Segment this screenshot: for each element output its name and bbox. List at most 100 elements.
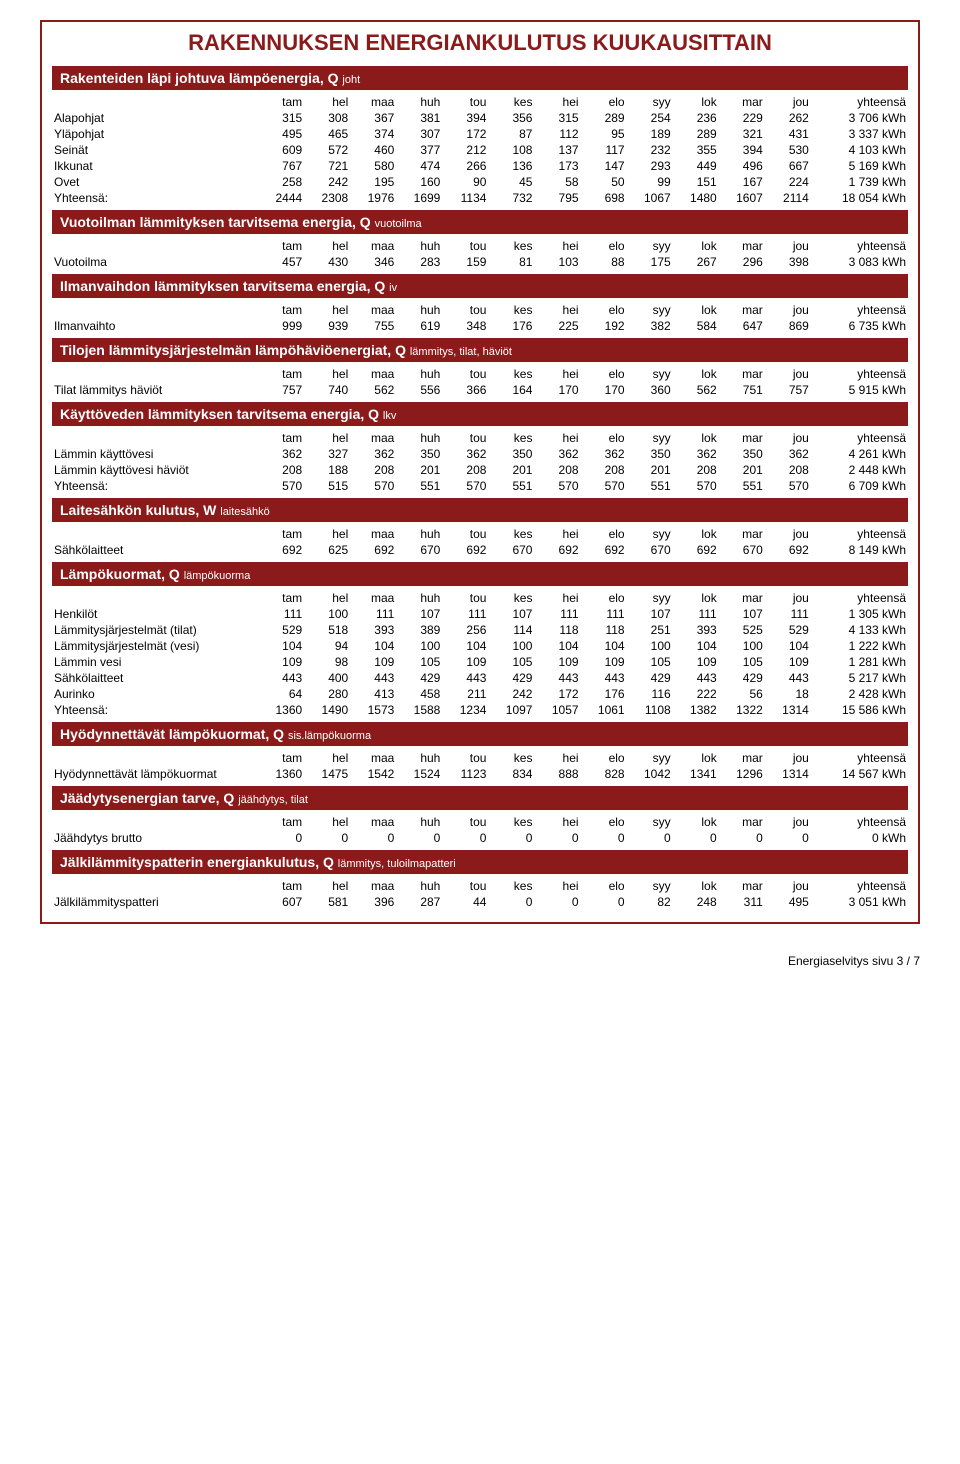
data-table: tamhelmaahuhtoukesheielosyylokmarjouyhte… <box>52 814 908 846</box>
month-header: jou <box>765 526 811 542</box>
section-header: Laitesähkön kulutus, W laitesähkö <box>52 498 908 522</box>
section-title-main: Jälkilämmityspatterin energiankulutus, Q <box>60 854 338 870</box>
month-header: tou <box>442 238 488 254</box>
cell-value: 556 <box>396 382 442 398</box>
cell-value: 356 <box>488 110 534 126</box>
cell-value: 721 <box>304 158 350 174</box>
cell-value: 236 <box>673 110 719 126</box>
cell-value: 1234 <box>442 702 488 718</box>
cell-value: 98 <box>304 654 350 670</box>
cell-value: 570 <box>581 478 627 494</box>
month-header: hei <box>534 238 580 254</box>
cell-value: 362 <box>350 446 396 462</box>
month-header: mar <box>719 302 765 318</box>
cell-value: 1341 <box>673 766 719 782</box>
month-header: lok <box>673 94 719 110</box>
month-header: jou <box>765 814 811 830</box>
table-header-row: tamhelmaahuhtoukesheielosyylokmarjouyhte… <box>52 430 908 446</box>
cell-value: 107 <box>488 606 534 622</box>
row-total: 3 051 kWh <box>811 894 908 910</box>
section-title-main: Lämpökuormat, Q <box>60 566 184 582</box>
section-title-main: Käyttöveden lämmityksen tarvitsema energ… <box>60 406 383 422</box>
month-header: tam <box>258 590 304 606</box>
table-row: Alapohjat3153083673813943563152892542362… <box>52 110 908 126</box>
cell-value: 211 <box>442 686 488 702</box>
month-header: syy <box>627 590 673 606</box>
month-header: hel <box>304 590 350 606</box>
cell-value: 495 <box>258 126 304 142</box>
row-label: Hyödynnettävät lämpökuormat <box>52 766 258 782</box>
cell-value: 0 <box>581 830 627 846</box>
month-header: hel <box>304 94 350 110</box>
month-header: elo <box>581 238 627 254</box>
cell-value: 429 <box>396 670 442 686</box>
total-header: yhteensä <box>811 302 908 318</box>
month-header: kes <box>488 590 534 606</box>
month-header: maa <box>350 94 396 110</box>
section-title-main: Tilojen lämmitysjärjestelmän lämpöhäviöe… <box>60 342 410 358</box>
row-label: Jälkilämmityspatteri <box>52 894 258 910</box>
cell-value: 619 <box>396 318 442 334</box>
month-header: tou <box>442 814 488 830</box>
header-blank <box>52 302 258 318</box>
cell-value: 609 <box>258 142 304 158</box>
month-header: tou <box>442 366 488 382</box>
cell-value: 0 <box>534 830 580 846</box>
page-title: RAKENNUKSEN ENERGIANKULUTUS KUUKAUSITTAI… <box>52 30 908 56</box>
table-header-row: tamhelmaahuhtoukesheielosyylokmarjouyhte… <box>52 750 908 766</box>
month-header: jou <box>765 590 811 606</box>
cell-value: 100 <box>396 638 442 654</box>
section-title-sub: vuotoilma <box>375 218 422 230</box>
cell-value: 360 <box>627 382 673 398</box>
section-header: Jälkilämmityspatterin energiankulutus, Q… <box>52 850 908 874</box>
cell-value: 530 <box>765 142 811 158</box>
table-row: Vuotoilma4574303462831598110388175267296… <box>52 254 908 270</box>
month-header: huh <box>396 302 442 318</box>
month-header: elo <box>581 366 627 382</box>
cell-value: 287 <box>396 894 442 910</box>
cell-value: 262 <box>765 110 811 126</box>
month-header: tou <box>442 94 488 110</box>
cell-value: 44 <box>442 894 488 910</box>
month-header: elo <box>581 750 627 766</box>
cell-value: 350 <box>488 446 534 462</box>
month-header: mar <box>719 366 765 382</box>
cell-value: 398 <box>765 254 811 270</box>
cell-value: 828 <box>581 766 627 782</box>
month-header: syy <box>627 366 673 382</box>
cell-value: 460 <box>350 142 396 158</box>
table-row: Yhteensä:5705155705515705515705705515705… <box>52 478 908 494</box>
cell-value: 757 <box>258 382 304 398</box>
cell-value: 457 <box>258 254 304 270</box>
row-total: 1 305 kWh <box>811 606 908 622</box>
cell-value: 0 <box>396 830 442 846</box>
month-header: mar <box>719 238 765 254</box>
total-header: yhteensä <box>811 526 908 542</box>
cell-value: 362 <box>534 446 580 462</box>
data-table: tamhelmaahuhtoukesheielosyylokmarjouyhte… <box>52 878 908 910</box>
cell-value: 242 <box>304 174 350 190</box>
section-header: Ilmanvaihdon lämmityksen tarvitsema ener… <box>52 274 908 298</box>
cell-value: 670 <box>719 542 765 558</box>
month-header: huh <box>396 590 442 606</box>
cell-value: 443 <box>350 670 396 686</box>
cell-value: 308 <box>304 110 350 126</box>
row-label: Henkilöt <box>52 606 258 622</box>
row-total: 14 567 kWh <box>811 766 908 782</box>
month-header: lok <box>673 590 719 606</box>
cell-value: 208 <box>673 462 719 478</box>
row-label: Seinät <box>52 142 258 158</box>
table-header-row: tamhelmaahuhtoukesheielosyylokmarjouyhte… <box>52 94 908 110</box>
cell-value: 670 <box>396 542 442 558</box>
cell-value: 647 <box>719 318 765 334</box>
cell-value: 562 <box>673 382 719 398</box>
cell-value: 732 <box>488 190 534 206</box>
row-label: Ikkunat <box>52 158 258 174</box>
cell-value: 1296 <box>719 766 765 782</box>
total-header: yhteensä <box>811 366 908 382</box>
month-header: hel <box>304 302 350 318</box>
cell-value: 570 <box>534 478 580 494</box>
table-row: Ilmanvaihto99993975561934817622519238258… <box>52 318 908 334</box>
cell-value: 251 <box>627 622 673 638</box>
month-header: elo <box>581 94 627 110</box>
